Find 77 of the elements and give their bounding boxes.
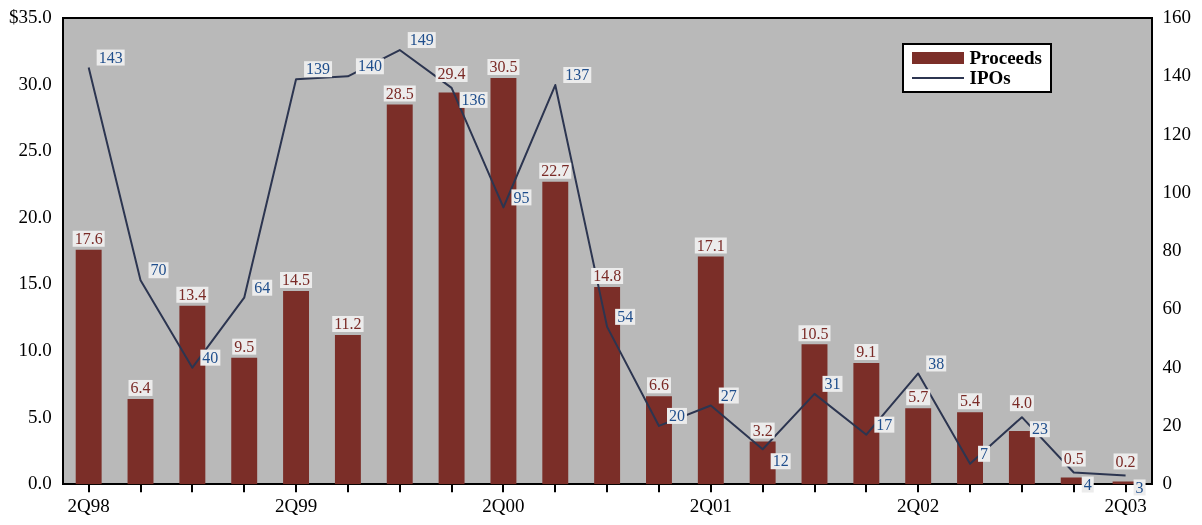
- data-label: 7: [980, 445, 989, 463]
- data-label: 27: [720, 386, 737, 404]
- data-label: 0.5: [1063, 449, 1084, 467]
- bar: [75, 249, 102, 485]
- legend-label: Proceeds: [969, 47, 1042, 68]
- data-label: 22.7: [541, 162, 570, 180]
- y2-tick-label: 140: [1162, 64, 1191, 86]
- data-label: 28.5: [385, 84, 414, 102]
- data-label: 10.5: [800, 324, 829, 342]
- data-label: 6.4: [130, 379, 151, 397]
- y2-tick-label: 20: [1162, 413, 1182, 435]
- y-tick-label: 25.0: [18, 139, 52, 161]
- x-tick-label: 2Q02: [897, 494, 940, 516]
- data-label: 64: [254, 278, 271, 296]
- data-label: 54: [617, 308, 634, 326]
- data-label: 9.5: [234, 337, 255, 355]
- y2-tick-label: 40: [1162, 355, 1182, 377]
- data-label: 23: [1031, 420, 1048, 438]
- data-label: 40: [202, 348, 219, 366]
- y-tick-label: 30.0: [18, 72, 52, 94]
- y-tick-label: 10.0: [18, 338, 52, 360]
- data-label: 4: [1083, 475, 1092, 493]
- x-tick-label: 2Q99: [274, 494, 318, 516]
- data-label: 70: [150, 261, 167, 279]
- data-label: 29.4: [437, 65, 466, 83]
- y-tick-label: 20.0: [18, 205, 52, 227]
- y2-tick-label: 100: [1162, 180, 1191, 202]
- data-label: 3.2: [752, 421, 773, 439]
- y-tick-label: 5.0: [28, 405, 52, 427]
- data-label: 5.7: [908, 388, 929, 406]
- data-label: 11.2: [334, 315, 362, 333]
- y2-tick-label: 60: [1162, 297, 1182, 319]
- data-label: 31: [824, 375, 841, 393]
- data-label: 38: [928, 354, 945, 372]
- data-label: 13.4: [178, 285, 207, 303]
- data-label: 136: [461, 91, 486, 109]
- data-label: 4.0: [1011, 394, 1032, 412]
- data-label: 3: [1135, 478, 1144, 496]
- bar: [905, 408, 932, 485]
- y2-tick-label: 0: [1162, 472, 1172, 494]
- data-label: 140: [357, 57, 382, 75]
- bar: [957, 412, 983, 485]
- data-label: 20: [668, 407, 685, 425]
- data-label: 14.5: [282, 271, 311, 289]
- data-label: 14.8: [593, 267, 622, 285]
- bar: [386, 104, 413, 485]
- data-label: 0.2: [1115, 452, 1136, 470]
- bar: [438, 92, 465, 485]
- x-tick-label: 2Q98: [67, 494, 110, 516]
- y-tick-label: 15.0: [18, 272, 52, 294]
- data-label: 17.1: [696, 236, 725, 254]
- data-label: 17.6: [74, 229, 103, 247]
- bar: [334, 335, 361, 485]
- data-label: 139: [306, 60, 331, 78]
- data-label: 149: [409, 31, 434, 49]
- x-tick-label: 2Q01: [689, 494, 732, 516]
- data-label: 9.1: [856, 343, 877, 361]
- data-label: 143: [98, 48, 123, 66]
- legend-label: IPOs: [969, 67, 1011, 88]
- data-label: 137: [565, 66, 590, 84]
- data-label: 17: [876, 415, 893, 433]
- data-label: 5.4: [960, 392, 981, 410]
- data-label: 30.5: [489, 58, 518, 76]
- x-tick-label: 2Q00: [482, 494, 525, 516]
- y2-tick-label: 80: [1162, 239, 1182, 261]
- y2-tick-label: 160: [1162, 5, 1191, 27]
- y-tick-label: $35.0: [9, 5, 52, 27]
- x-tick-label: 2Q03: [1104, 494, 1147, 516]
- y-tick-label: 0.0: [28, 472, 52, 494]
- bar: [283, 291, 310, 485]
- data-label: 95: [513, 188, 530, 206]
- bar: [127, 398, 154, 485]
- data-label: 12: [772, 452, 789, 470]
- data-label: 6.6: [648, 376, 669, 394]
- bar: [231, 357, 258, 485]
- bar: [542, 181, 569, 485]
- y2-tick-label: 120: [1162, 122, 1191, 144]
